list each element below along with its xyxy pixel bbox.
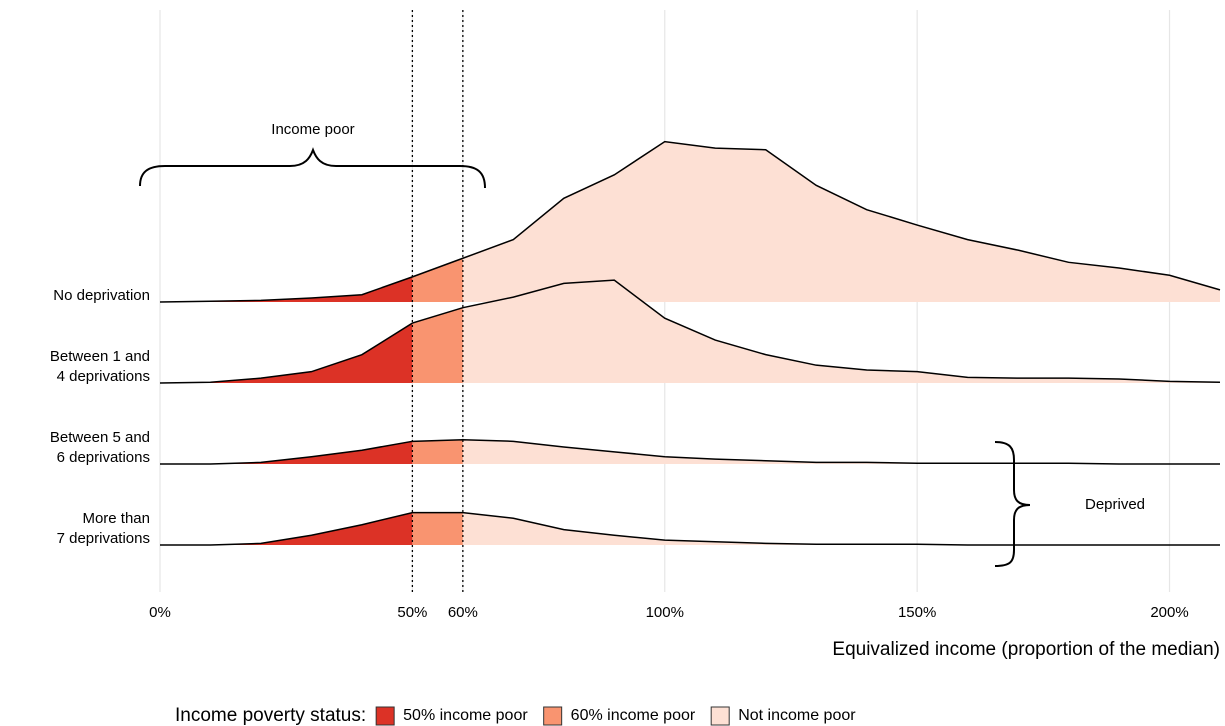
x-axis-label: Equivalized income (proportion of the me… — [832, 639, 1220, 660]
legend-label: 50% income poor — [403, 707, 528, 724]
deprived-brace — [994, 441, 1031, 567]
x-tick-label: 50% — [397, 604, 427, 621]
ridge-area — [462, 439, 1220, 464]
x-tick-label: 200% — [1150, 604, 1188, 621]
legend-label: Not income poor — [738, 707, 856, 724]
category-label: Between 1 and 4 deprivations — [50, 348, 150, 385]
legend-swatch — [375, 706, 395, 726]
ridge-area — [160, 512, 413, 545]
category-label-line: More than — [82, 510, 150, 527]
category-label-line: Between 5 and — [50, 429, 150, 446]
category-label: Between 5 and 6 deprivations — [50, 429, 150, 466]
category-label: More than 7 deprivations — [57, 510, 150, 547]
annotation: Deprived — [1085, 496, 1145, 513]
x-tick-label: 60% — [448, 604, 478, 621]
legend: Income poverty status: 50% income poor 60%… — [175, 705, 856, 726]
legend-swatch — [710, 706, 730, 726]
category-label-line: 7 deprivations — [57, 530, 150, 547]
ridge-area — [160, 276, 413, 302]
ridge-line — [160, 511, 1220, 546]
category-label: No deprivation — [53, 287, 150, 304]
ridge-area — [462, 141, 1220, 302]
legend-swatch — [543, 706, 563, 726]
ridge-area — [160, 441, 413, 464]
x-tick-label: 100% — [646, 604, 684, 621]
annotation: Income poor — [271, 121, 354, 138]
ridge-area — [412, 512, 463, 545]
category-label-line: No deprivation — [53, 287, 150, 304]
ridge-line — [159, 140, 1221, 303]
category-label-line: 6 deprivations — [57, 449, 150, 466]
x-tick-label: 0% — [149, 604, 171, 621]
ridge-area — [462, 512, 1220, 545]
ridge-area — [412, 439, 463, 464]
ridge-line — [159, 279, 1221, 384]
ridge-area — [160, 323, 413, 383]
category-label-line: 4 deprivations — [57, 368, 150, 385]
income-poor-brace — [139, 147, 486, 189]
legend-title: Income poverty status: — [175, 705, 366, 726]
ridge-line — [160, 438, 1220, 465]
legend-label: 60% income poor — [571, 707, 696, 724]
ridge-area — [412, 307, 463, 383]
x-tick-label: 150% — [898, 604, 936, 621]
ridge-area — [462, 280, 1220, 383]
overlay: Income poor Deprived Equivalized income … — [50, 10, 1220, 660]
category-label-line: Between 1 and — [50, 348, 150, 365]
ridges — [159, 140, 1221, 546]
ridge-area — [412, 258, 463, 302]
